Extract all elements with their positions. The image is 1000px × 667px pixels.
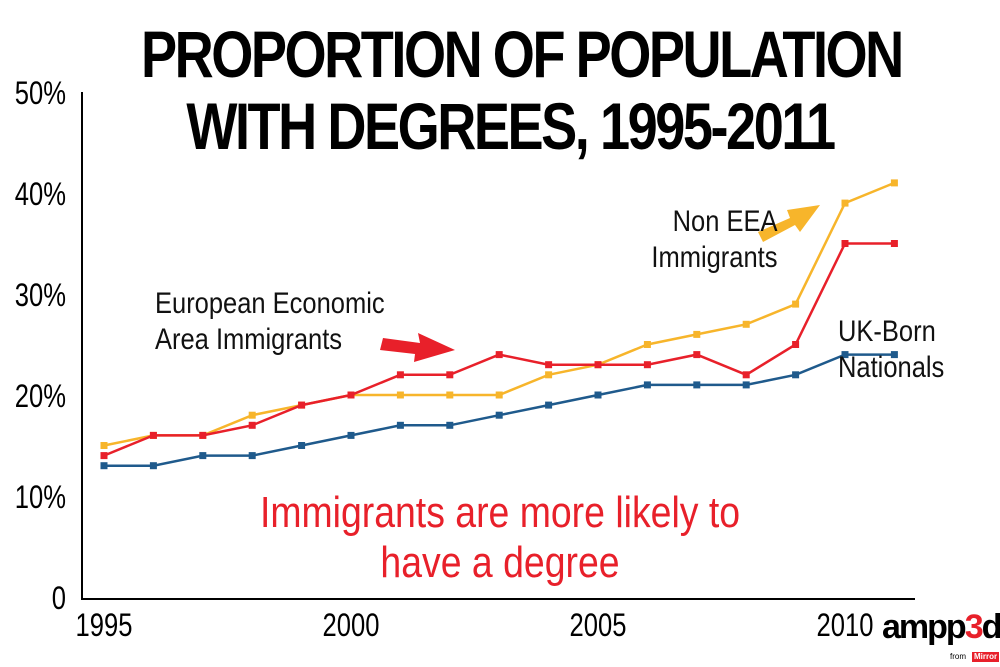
data-point xyxy=(594,361,602,369)
data-point xyxy=(792,300,800,308)
data-point xyxy=(742,371,750,379)
noneea-label-line: Immigrants xyxy=(651,241,778,274)
x-tick-label: 2010 xyxy=(817,608,874,643)
series-line xyxy=(104,353,895,467)
data-point xyxy=(446,391,454,399)
y-tick-label: 30% xyxy=(15,278,66,313)
data-point xyxy=(545,361,553,369)
data-point xyxy=(545,401,553,409)
data-point xyxy=(248,411,256,419)
data-point xyxy=(890,240,898,247)
data-point xyxy=(100,442,108,449)
data-point xyxy=(890,351,898,359)
title-line-1: PROPORTION OF POPULATION xyxy=(141,17,904,91)
ampp3d-logo: ampp3d xyxy=(882,608,1000,646)
data-point xyxy=(495,411,503,419)
data-point xyxy=(594,391,602,399)
data-point xyxy=(841,240,849,247)
data-point xyxy=(792,341,800,348)
y-tick-label: 50% xyxy=(15,76,66,111)
data-point xyxy=(742,320,750,328)
data-point xyxy=(396,421,404,429)
x-tick-label: 2000 xyxy=(323,608,380,643)
data-point xyxy=(495,391,503,399)
data-point xyxy=(100,452,108,460)
y-tick-label: 10% xyxy=(15,480,66,515)
chart-title: PROPORTION OF POPULATION WITH DEGREES, 19… xyxy=(141,17,904,163)
data-point xyxy=(643,341,651,348)
noneea-label: Non EEA Immigrants xyxy=(650,204,778,276)
logo-from: from xyxy=(950,652,966,661)
y-tick-label: 0 xyxy=(52,581,66,616)
data-point xyxy=(446,421,454,429)
data-point xyxy=(742,381,750,389)
data-point xyxy=(693,330,701,338)
noneea-label-line: Non EEA xyxy=(672,205,778,238)
mirror-logo: Mirror xyxy=(972,652,1000,662)
eea-label-line: European Economic xyxy=(155,287,385,320)
data-point xyxy=(890,179,898,187)
uk-label: UK-Born Nationals xyxy=(838,314,944,386)
eea-label: European Economic Area Immigrants xyxy=(155,286,385,358)
noneea-arrow xyxy=(758,205,820,242)
data-point xyxy=(100,462,108,470)
uk-label-line: Nationals xyxy=(838,351,945,384)
data-point xyxy=(841,351,849,359)
data-point xyxy=(643,381,651,389)
data-point xyxy=(248,452,256,460)
data-point xyxy=(347,391,355,399)
data-point xyxy=(248,421,256,429)
uk-label-line: UK-Born xyxy=(838,315,936,348)
title-line-2: WITH DEGREES, 1995-2011 xyxy=(186,89,836,163)
eea-arrow xyxy=(380,333,455,362)
data-point xyxy=(693,351,701,359)
data-point xyxy=(298,401,306,409)
eea-label-line: Area Immigrants xyxy=(155,323,343,356)
data-point xyxy=(396,371,404,379)
data-point xyxy=(446,371,454,379)
data-point xyxy=(298,442,306,449)
data-point xyxy=(347,431,355,439)
note-line: have a degree xyxy=(380,538,620,587)
data-point xyxy=(693,381,701,389)
data-point xyxy=(199,452,207,460)
annotation-note: Immigrants are more likely to have a degr… xyxy=(203,488,798,588)
data-point xyxy=(545,371,553,379)
x-tick-label: 2005 xyxy=(570,608,627,643)
y-tick-label: 20% xyxy=(15,379,66,414)
data-point xyxy=(396,391,404,399)
note-line: Immigrants are more likely to xyxy=(259,488,741,537)
data-point xyxy=(841,199,849,207)
x-tick-label: 1995 xyxy=(76,608,133,643)
data-point xyxy=(149,431,157,439)
data-point xyxy=(792,371,800,379)
y-tick-label: 40% xyxy=(15,177,66,212)
data-point xyxy=(495,351,503,359)
data-point xyxy=(199,431,207,439)
data-point xyxy=(149,462,157,470)
data-point xyxy=(643,361,651,369)
